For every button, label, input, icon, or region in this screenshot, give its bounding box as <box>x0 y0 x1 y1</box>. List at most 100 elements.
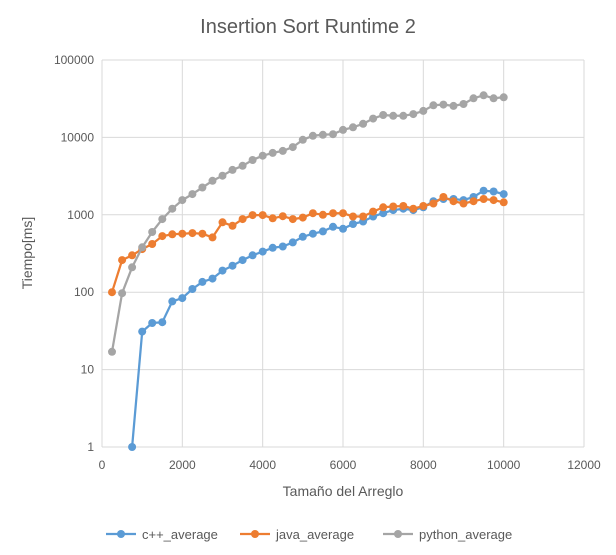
data-point <box>248 211 257 220</box>
data-point <box>208 274 217 283</box>
legend-marker <box>251 530 259 538</box>
data-point <box>188 190 197 199</box>
data-point <box>238 256 247 265</box>
data-point <box>409 110 418 119</box>
legend-item: c++_average <box>106 527 218 542</box>
data-point <box>258 247 267 256</box>
x-tick-label: 4000 <box>249 458 276 472</box>
data-point <box>489 187 498 196</box>
series-line <box>130 189 504 448</box>
y-tick-label: 10 <box>81 363 95 377</box>
x-tick-label: 6000 <box>330 458 357 472</box>
data-point <box>359 212 368 221</box>
data-point <box>118 256 127 265</box>
data-point <box>128 251 137 260</box>
data-point <box>228 165 237 174</box>
x-axis-title: Tamaño del Arreglo <box>283 483 404 499</box>
data-point <box>329 209 337 218</box>
series-c++_average <box>128 186 508 451</box>
tick-labels: 1 10 100 1000 10000 100000 0 2000 4000 6000 8000 10… <box>54 53 601 472</box>
data-point <box>479 195 488 203</box>
data-point <box>218 218 227 227</box>
series-line <box>110 94 504 352</box>
data-point <box>108 347 116 356</box>
data-point <box>288 238 297 247</box>
x-tick-label: 0 <box>99 458 106 472</box>
data-point <box>168 297 177 306</box>
data-point <box>308 209 317 218</box>
data-point <box>399 202 408 210</box>
data-point <box>148 319 157 327</box>
series-java_average <box>108 193 508 297</box>
data-point <box>489 94 498 103</box>
series-line <box>110 195 504 293</box>
data-point <box>469 197 478 206</box>
data-point <box>138 327 147 336</box>
data-point <box>349 220 357 228</box>
data-point <box>379 111 388 119</box>
data-point <box>318 130 327 139</box>
x-tick-label: 2000 <box>169 458 196 472</box>
data-point <box>318 227 327 236</box>
legend-label: c++_average <box>142 527 218 542</box>
data-point <box>178 229 187 238</box>
data-point <box>419 106 428 115</box>
data-point <box>489 196 498 205</box>
data-point <box>258 151 267 160</box>
data-point <box>469 94 478 103</box>
data-point <box>278 242 287 251</box>
data-point <box>449 101 458 110</box>
data-point <box>429 101 438 110</box>
legend-marker <box>117 530 125 538</box>
data-point <box>128 263 137 272</box>
data-point <box>399 111 408 120</box>
data-point <box>318 210 327 219</box>
data-point <box>188 285 197 293</box>
data-point <box>379 209 388 218</box>
x-tick-label: 8000 <box>410 458 437 472</box>
data-point <box>449 197 458 206</box>
data-point <box>268 243 277 252</box>
data-point <box>439 100 448 109</box>
series-python_average <box>108 91 508 356</box>
data-point <box>499 198 508 207</box>
data-point <box>238 215 247 224</box>
data-point <box>298 135 307 144</box>
data-point <box>268 214 277 223</box>
legend-marker <box>394 530 402 538</box>
data-point <box>288 215 297 224</box>
legend-label: java_average <box>275 527 354 542</box>
data-point <box>208 233 217 242</box>
data-point <box>198 229 207 238</box>
data-point <box>369 114 378 123</box>
data-point <box>258 211 267 220</box>
data-point <box>218 266 227 275</box>
data-point <box>419 202 428 210</box>
data-point <box>148 228 157 236</box>
data-point <box>148 240 157 248</box>
data-point <box>268 148 277 157</box>
data-point <box>158 232 167 241</box>
data-point <box>359 119 368 128</box>
data-point <box>168 230 177 239</box>
data-point <box>188 229 197 238</box>
data-point <box>158 215 167 224</box>
y-tick-label: 100000 <box>54 53 94 67</box>
data-point <box>178 294 187 303</box>
legend: c++_average java_average python_average <box>106 527 512 542</box>
data-point <box>248 156 257 164</box>
data-point <box>349 212 357 221</box>
data-point <box>218 171 227 180</box>
data-point <box>389 111 398 120</box>
y-tick-label: 1000 <box>67 208 94 222</box>
series-group <box>108 91 508 451</box>
data-point <box>339 125 347 134</box>
data-point <box>138 243 147 252</box>
y-tick-label: 1 <box>87 440 94 454</box>
data-point <box>208 176 217 185</box>
legend-label: python_average <box>419 527 512 542</box>
data-point <box>479 186 488 195</box>
legend-item: java_average <box>240 527 354 542</box>
x-tick-label: 12000 <box>567 458 601 472</box>
